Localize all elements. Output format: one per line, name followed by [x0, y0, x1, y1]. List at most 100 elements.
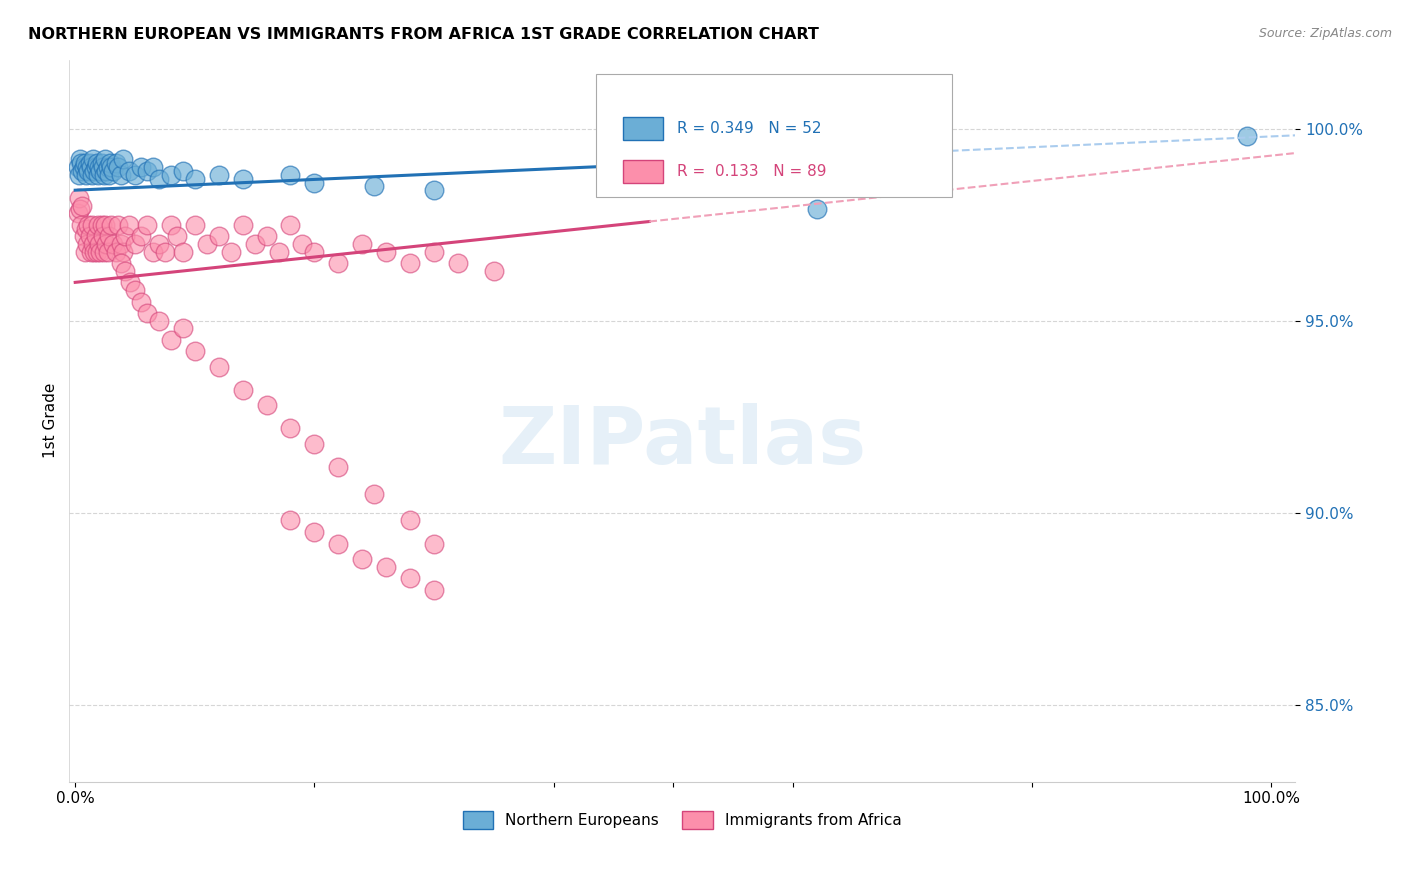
- Point: [94, 153, 117, 167]
- Point: [96, 244, 118, 259]
- Point: [91, 160, 114, 174]
- Point: [328, 256, 350, 270]
- Text: R =  0.133   N = 89: R = 0.133 N = 89: [678, 164, 827, 179]
- Point: [136, 164, 159, 178]
- Point: [91, 229, 114, 244]
- Point: [184, 171, 207, 186]
- Text: ZIPatlas: ZIPatlas: [498, 403, 866, 482]
- Point: [69, 202, 91, 217]
- Point: [97, 168, 120, 182]
- Point: [93, 168, 115, 182]
- Point: [375, 559, 398, 574]
- Point: [100, 218, 122, 232]
- Point: [96, 236, 118, 251]
- Point: [87, 168, 110, 182]
- Point: [110, 256, 132, 270]
- Text: Source: ZipAtlas.com: Source: ZipAtlas.com: [1258, 27, 1392, 40]
- Point: [79, 156, 101, 170]
- Point: [399, 256, 422, 270]
- Point: [97, 229, 120, 244]
- Point: [447, 256, 470, 270]
- Point: [80, 160, 103, 174]
- Point: [363, 486, 385, 500]
- Point: [89, 160, 111, 174]
- Point: [148, 314, 170, 328]
- Point: [195, 236, 218, 251]
- Point: [399, 514, 422, 528]
- Point: [304, 176, 326, 190]
- Point: [94, 218, 117, 232]
- Point: [120, 276, 142, 290]
- Point: [304, 524, 326, 539]
- Point: [89, 164, 111, 178]
- Point: [160, 218, 183, 232]
- Point: [148, 236, 170, 251]
- Point: [80, 244, 103, 259]
- Point: [104, 156, 127, 170]
- Point: [423, 582, 446, 597]
- Point: [806, 202, 828, 217]
- Point: [70, 156, 93, 170]
- Point: [114, 264, 136, 278]
- Point: [352, 552, 374, 566]
- Point: [124, 168, 146, 182]
- Bar: [623, 160, 662, 183]
- Point: [72, 229, 94, 244]
- Point: [118, 218, 141, 232]
- Point: [69, 153, 91, 167]
- Point: [153, 244, 176, 259]
- Point: [256, 398, 278, 412]
- Point: [86, 244, 108, 259]
- Point: [72, 164, 94, 178]
- Point: [280, 514, 302, 528]
- Point: [82, 153, 104, 167]
- Point: [291, 236, 314, 251]
- Y-axis label: 1st Grade: 1st Grade: [44, 383, 58, 458]
- Point: [86, 156, 108, 170]
- Text: NORTHERN EUROPEAN VS IMMIGRANTS FROM AFRICA 1ST GRADE CORRELATION CHART: NORTHERN EUROPEAN VS IMMIGRANTS FROM AFR…: [28, 27, 818, 42]
- Point: [90, 218, 112, 232]
- Point: [112, 153, 135, 167]
- Point: [67, 168, 90, 182]
- Point: [112, 244, 135, 259]
- Point: [328, 536, 350, 550]
- Point: [83, 164, 105, 178]
- Point: [73, 156, 96, 170]
- Point: [75, 221, 97, 235]
- Point: [363, 179, 385, 194]
- Point: [232, 218, 254, 232]
- Point: [76, 236, 98, 251]
- Point: [114, 229, 136, 244]
- FancyBboxPatch shape: [596, 74, 952, 197]
- Point: [482, 264, 505, 278]
- Point: [232, 171, 254, 186]
- Point: [208, 168, 231, 182]
- Point: [136, 218, 159, 232]
- Point: [73, 244, 96, 259]
- Point: [90, 156, 112, 170]
- Point: [129, 294, 152, 309]
- Point: [103, 164, 125, 178]
- Point: [208, 359, 231, 374]
- Point: [96, 160, 118, 174]
- Point: [232, 383, 254, 397]
- Point: [89, 244, 111, 259]
- Point: [172, 164, 194, 178]
- Point: [304, 436, 326, 450]
- Point: [96, 164, 118, 178]
- Point: [721, 160, 744, 174]
- Point: [172, 244, 194, 259]
- Point: [107, 160, 129, 174]
- Point: [160, 333, 183, 347]
- Text: R = 0.349   N = 52: R = 0.349 N = 52: [678, 120, 821, 136]
- Point: [423, 244, 446, 259]
- Point: [93, 244, 115, 259]
- Point: [184, 344, 207, 359]
- Point: [110, 236, 132, 251]
- Point: [84, 229, 107, 244]
- Point: [328, 459, 350, 474]
- Point: [129, 160, 152, 174]
- Legend: Northern Europeans, Immigrants from Africa: Northern Europeans, Immigrants from Afri…: [457, 805, 908, 836]
- Point: [280, 168, 302, 182]
- Point: [76, 160, 98, 174]
